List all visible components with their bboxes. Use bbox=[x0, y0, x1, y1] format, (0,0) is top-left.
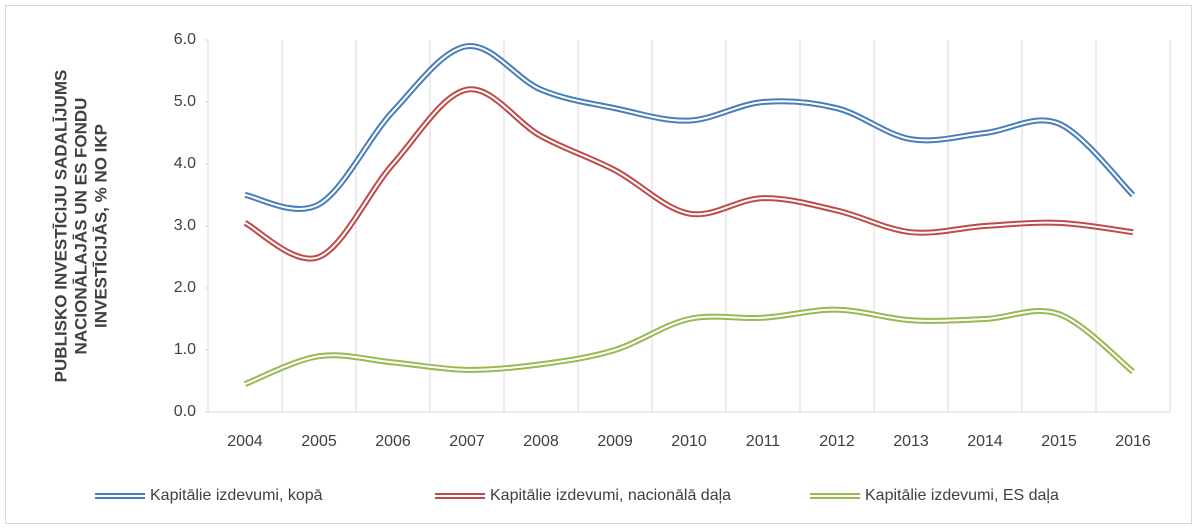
chart-frame bbox=[5, 5, 1192, 524]
y-axis-title-line: INVESTĪCIJĀS, % NO IKP bbox=[91, 124, 110, 328]
x-tick-label: 2008 bbox=[523, 433, 559, 450]
x-tick-label: 2016 bbox=[1115, 433, 1151, 450]
y-tick-label: 2.0 bbox=[174, 279, 196, 296]
legend-label: Kapitālie izdevumi, kopā bbox=[150, 487, 323, 504]
y-tick-label: 0.0 bbox=[174, 403, 196, 420]
series-line-inner bbox=[244, 45, 1134, 210]
y-tick-label: 5.0 bbox=[174, 93, 196, 110]
x-tick-label: 2009 bbox=[597, 433, 633, 450]
x-tick-label: 2010 bbox=[671, 433, 707, 450]
y-tick-label: 1.0 bbox=[174, 341, 196, 358]
x-tick-label: 2015 bbox=[1041, 433, 1077, 450]
x-tick-label: 2006 bbox=[375, 433, 411, 450]
y-tick-label: 3.0 bbox=[174, 217, 196, 234]
x-tick-label: 2007 bbox=[449, 433, 485, 450]
legend-label: Kapitālie izdevumi, ES daļa bbox=[865, 487, 1059, 504]
series-line-inner bbox=[244, 88, 1134, 260]
x-tick-label: 2014 bbox=[967, 433, 1003, 450]
x-tick-label: 2013 bbox=[893, 433, 929, 450]
y-axis-title: PUBLISKO INVESTĪCIJU SADALĪJUMS NACIONĀL… bbox=[51, 70, 110, 383]
x-tick-label: 2004 bbox=[227, 433, 263, 450]
x-tick-label: 2005 bbox=[301, 433, 337, 450]
x-tick-label: 2011 bbox=[746, 433, 781, 450]
legend-label: Kapitālie izdevumi, nacionālā daļa bbox=[490, 487, 731, 504]
series-line-inner bbox=[244, 308, 1134, 386]
y-tick-label: 4.0 bbox=[174, 155, 196, 172]
x-tick-label: 2012 bbox=[819, 433, 855, 450]
y-tick-label: 6.0 bbox=[174, 31, 196, 48]
y-axis-title-line: PUBLISKO INVESTĪCIJU SADALĪJUMS bbox=[51, 70, 70, 383]
y-axis-title-line: NACIONĀLAJĀS UN ES FONDU bbox=[71, 98, 90, 355]
